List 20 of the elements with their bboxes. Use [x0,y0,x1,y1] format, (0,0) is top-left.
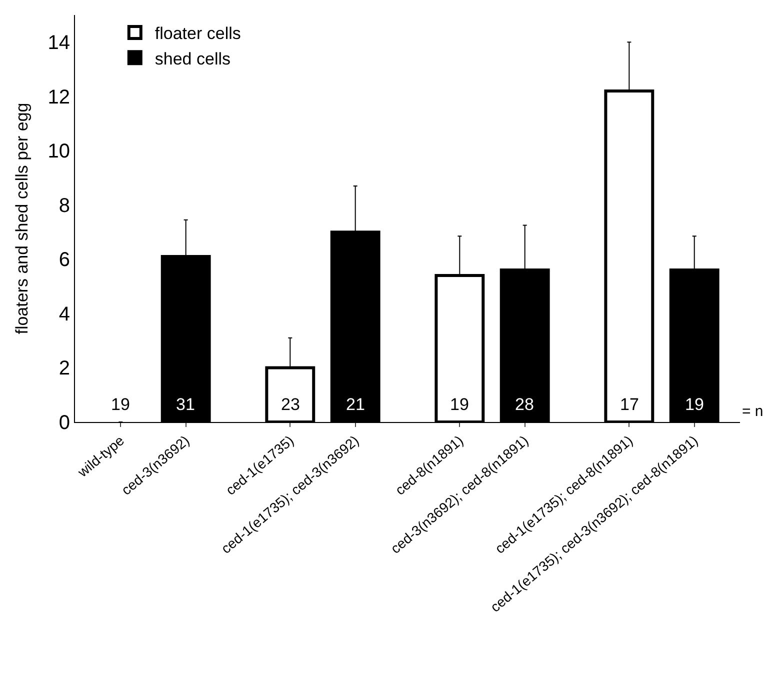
annotation: 17 [620,395,639,414]
legend-label: floater cells [154,24,241,44]
y-tick-label: 8 [58,194,70,217]
y-tick-label: 12 [48,86,70,108]
annotation: 19 [685,395,704,414]
annotation: 23 [281,395,300,414]
y-tick-label: 14 [48,32,70,54]
text: = n [742,403,764,420]
y-tick-label: 6 [58,249,70,272]
annotation: 19 [111,395,130,414]
annotation: 21 [346,395,365,414]
annotation: 31 [176,395,195,414]
annotation: 28 [515,395,534,414]
y-tick-label: 2 [58,358,70,380]
y-tick-label: 10 [48,140,70,163]
y-tick-label: 0 [58,412,70,434]
annotation: 19 [450,395,469,414]
legend-label: shed cells [154,49,231,68]
y-axis-title: floaters and shed cells per egg [12,102,32,334]
y-tick-label: 4 [58,303,70,326]
